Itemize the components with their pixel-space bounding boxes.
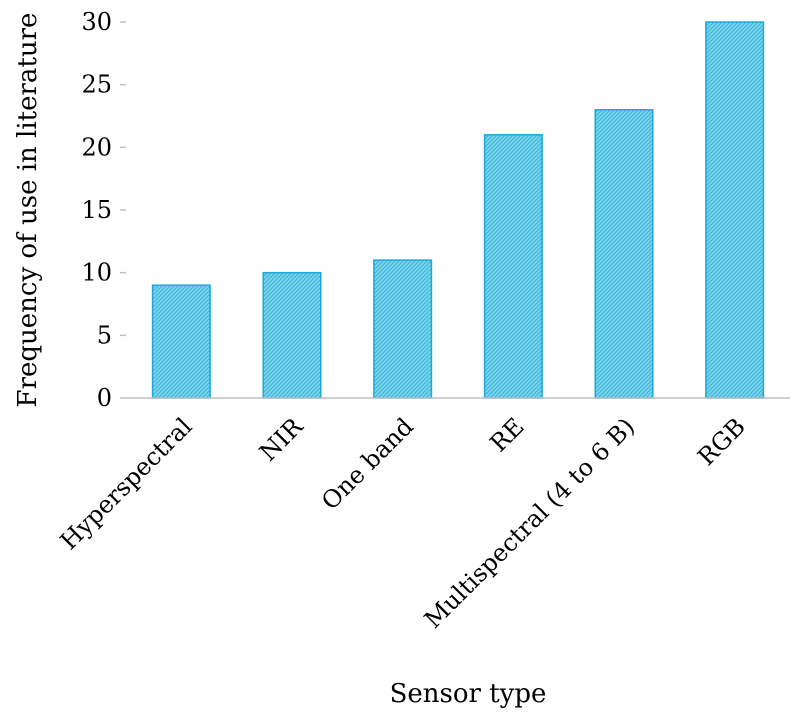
y-tick-label: 0 <box>97 384 112 412</box>
bar <box>262 271 322 399</box>
y-tick-label: 20 <box>81 133 112 161</box>
x-axis-title: Sensor type <box>390 679 547 709</box>
y-tick-label: 25 <box>81 71 112 99</box>
bar <box>151 284 211 399</box>
x-tick-label: Hyperspectral <box>55 412 198 555</box>
bar <box>373 259 433 399</box>
bars <box>151 21 765 399</box>
x-tick-label: NIR <box>254 412 309 467</box>
x-tick-label: RGB <box>692 412 751 471</box>
y-tick-label: 10 <box>81 259 112 287</box>
x-tick-label: RE <box>485 412 530 457</box>
y-tick-label: 30 <box>81 8 112 36</box>
y-tick-label: 5 <box>97 321 112 349</box>
bar <box>483 134 543 399</box>
y-axis-title: Frequency of use in literature <box>13 13 43 408</box>
y-axis-ticks: 0 5 10 15 20 25 30 <box>81 8 126 412</box>
x-tick-label: One band <box>316 412 419 515</box>
bar <box>594 108 654 399</box>
x-tick-label: Multispectral (4 to 6 B) <box>419 412 640 633</box>
x-axis-category-labels: Hyperspectral NIR One band REMultispectral … <box>55 412 751 634</box>
y-tick-label: 15 <box>81 196 112 224</box>
bar <box>705 21 765 399</box>
